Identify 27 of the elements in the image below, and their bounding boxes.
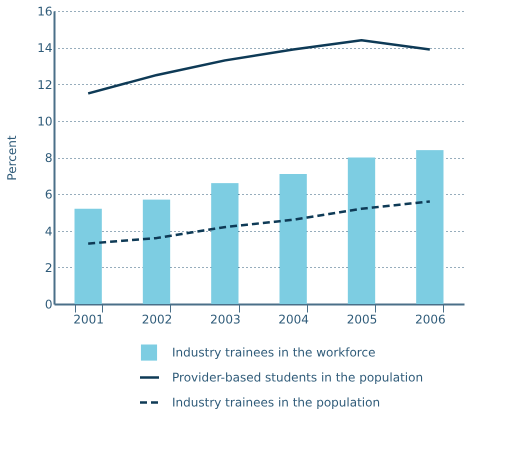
y-tick-label: 6 — [44, 188, 52, 202]
x-tick-label: 2001 — [73, 312, 104, 326]
x-tick-label: 2006 — [415, 312, 446, 326]
x-tick-label: 2002 — [142, 312, 172, 326]
y-tick-label: 12 — [37, 78, 52, 92]
y-tick-label: 8 — [44, 151, 52, 165]
y-tick-label: 14 — [37, 41, 52, 56]
bar — [416, 150, 444, 304]
x-tick-label: 2005 — [346, 312, 378, 326]
bar — [280, 174, 307, 304]
y-tick-label: 4 — [44, 224, 52, 238]
legend-label: Provider-based students in the population — [172, 370, 424, 384]
bar — [348, 158, 376, 304]
x-tick-label: 2003 — [210, 312, 241, 326]
y-axis-title: Percent — [5, 135, 20, 181]
bar — [211, 183, 238, 304]
line-series — [86, 200, 432, 245]
y-tick-label: 16 — [37, 4, 52, 18]
bar — [74, 208, 102, 304]
y-tick-label: 0 — [44, 298, 52, 312]
legend-label: Industry trainees in the workforce — [172, 346, 376, 360]
y-tick-label: 10 — [37, 114, 52, 128]
x-tick-label: 2004 — [278, 312, 309, 326]
line-series — [86, 39, 432, 95]
y-tick-label: 2 — [44, 260, 52, 275]
bar — [142, 200, 170, 304]
legend-label: Industry trainees in the population — [172, 396, 380, 410]
